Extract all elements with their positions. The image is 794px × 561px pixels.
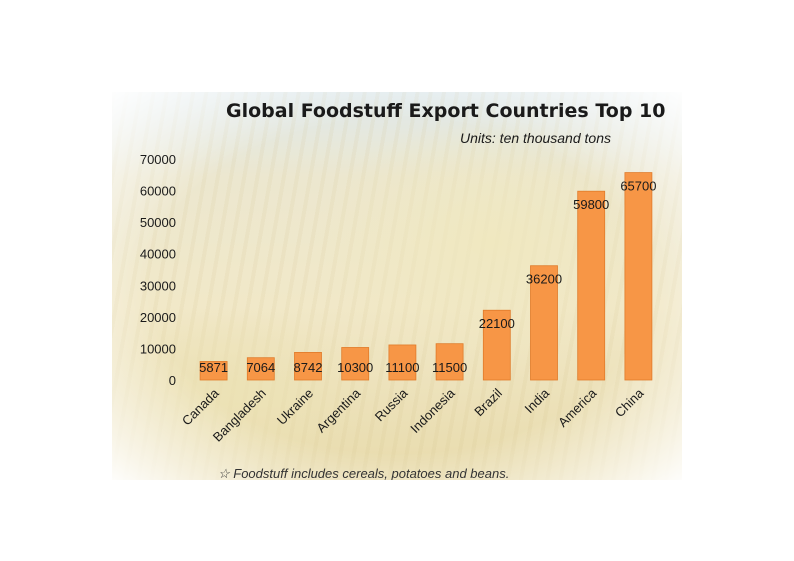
data-label: 65700 bbox=[620, 179, 656, 194]
y-tick-label: 60000 bbox=[140, 184, 176, 199]
bar-china bbox=[624, 172, 653, 381]
bar-series bbox=[199, 172, 653, 381]
x-tick-label: Ukraine bbox=[274, 386, 316, 428]
bar-america bbox=[577, 190, 606, 381]
y-tick-label: 0 bbox=[169, 373, 176, 388]
data-label: 8742 bbox=[294, 360, 323, 375]
chart-title: Global Foodstuff Export Countries Top 10 bbox=[226, 100, 666, 122]
x-tick-label: Brazil bbox=[471, 385, 505, 419]
chart-subtitle: Units: ten thousand tons bbox=[460, 130, 611, 146]
y-tick-label: 10000 bbox=[140, 341, 176, 356]
bar-bangladesh bbox=[246, 357, 275, 381]
chart-footnote: ☆ Foodstuff includes cereals, potatoes a… bbox=[218, 466, 510, 480]
data-label: 59800 bbox=[573, 197, 609, 212]
y-tick-label: 20000 bbox=[140, 310, 176, 325]
data-label: 11100 bbox=[385, 360, 419, 375]
bar-ukraine bbox=[294, 352, 322, 381]
data-label: 11500 bbox=[432, 360, 467, 375]
x-tick-label: China bbox=[612, 385, 647, 420]
bar-india bbox=[530, 265, 558, 381]
y-axis: 0 10000 20000 30000 40000 50000 60000 70000 bbox=[140, 152, 176, 388]
x-tick-label: Canada bbox=[179, 385, 222, 428]
x-tick-label: Argentina bbox=[313, 385, 364, 436]
data-label: 7064 bbox=[246, 360, 275, 375]
data-label: 22100 bbox=[479, 316, 515, 331]
y-tick-label: 50000 bbox=[140, 215, 176, 230]
data-label: 36200 bbox=[526, 272, 562, 287]
y-tick-label: 40000 bbox=[140, 247, 176, 262]
bar-russia bbox=[388, 344, 417, 381]
data-labels: 5871 7064 8742 10300 11100 11500 22100 36200 598… bbox=[199, 179, 656, 375]
x-tick-label: Russia bbox=[372, 385, 411, 424]
y-tick-label: 70000 bbox=[140, 152, 176, 167]
bar-indonesia bbox=[435, 343, 464, 381]
bar-argentina bbox=[341, 347, 370, 381]
data-label: 10300 bbox=[337, 360, 373, 375]
x-tick-label: America bbox=[555, 385, 600, 430]
y-tick-label: 30000 bbox=[140, 278, 176, 293]
data-label: 5871 bbox=[199, 360, 228, 375]
x-tick-label: Indonesia bbox=[407, 385, 458, 436]
bar-canada bbox=[199, 361, 228, 381]
bar-brazil bbox=[482, 309, 511, 381]
x-tick-label: India bbox=[522, 385, 553, 416]
